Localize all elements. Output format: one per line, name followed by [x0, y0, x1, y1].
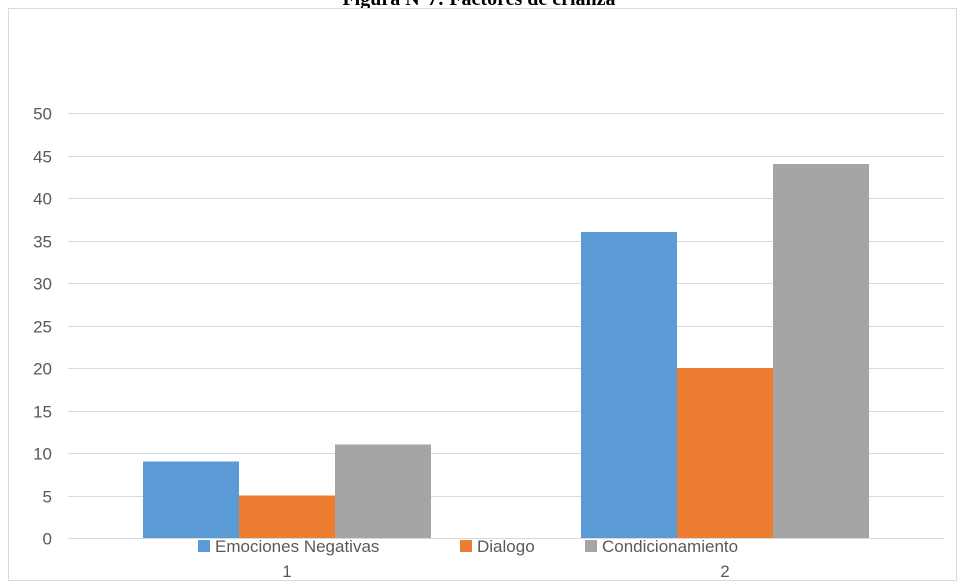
y-tick-label: 35: [33, 233, 52, 252]
legend: Emociones Negativas Dialogo Condicionamien…: [198, 537, 738, 556]
bar-emociones-negativas-1: [143, 461, 239, 538]
legend-swatch-dialogo: [460, 540, 472, 552]
bar-condicionamiento-2: [773, 164, 869, 538]
y-tick-label: 45: [33, 148, 52, 167]
y-tick-label: 50: [33, 105, 52, 124]
y-tick-label: 30: [33, 275, 52, 294]
bars: [143, 164, 869, 538]
y-tick-label: 5: [43, 488, 52, 507]
y-tick-label: 20: [33, 360, 52, 379]
y-tick-label: 10: [33, 445, 52, 464]
bar-dialogo-2: [677, 368, 773, 538]
x-tick-label: 1: [282, 562, 291, 581]
legend-label: Condicionamiento: [602, 537, 738, 556]
legend-swatch-condicionamiento: [585, 540, 597, 552]
y-tick-label: 0: [43, 530, 52, 549]
chart-title: Figura N°7: Factores de crianza: [0, 0, 958, 11]
y-tick-label: 40: [33, 190, 52, 209]
bar-dialogo-1: [239, 495, 335, 538]
x-tick-label: 2: [720, 562, 729, 581]
legend-swatch-emociones-negativas: [198, 540, 210, 552]
legend-label: Dialogo: [477, 537, 535, 556]
y-axis-ticks: 0 5 10 15 20 25 30 35 40 45 50: [33, 105, 52, 549]
y-tick-label: 15: [33, 403, 52, 422]
bar-condicionamiento-1: [335, 444, 431, 538]
legend-label: Emociones Negativas: [215, 537, 379, 556]
y-tick-label: 25: [33, 318, 52, 337]
bar-emociones-negativas-2: [581, 232, 677, 538]
